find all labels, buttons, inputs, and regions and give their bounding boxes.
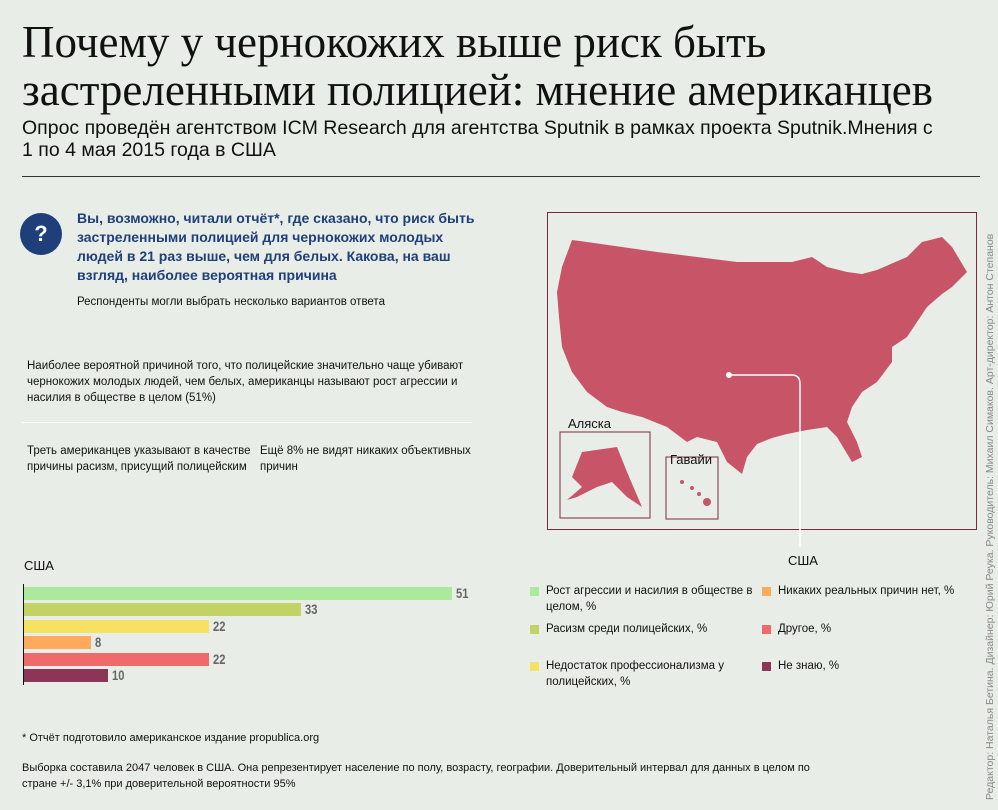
alaska-shape bbox=[567, 447, 642, 507]
legend-swatch bbox=[530, 662, 539, 671]
hawaii-inset bbox=[665, 456, 719, 520]
bar bbox=[24, 619, 209, 633]
legend-label: Другое, % bbox=[778, 623, 832, 635]
question-note: Респонденты могли выбрать несколько вари… bbox=[77, 296, 385, 308]
legend-swatch bbox=[762, 662, 771, 671]
bar-value-label: 51 bbox=[456, 585, 469, 601]
question-icon: ? bbox=[20, 213, 62, 255]
map-frame bbox=[547, 212, 977, 530]
bar bbox=[24, 587, 452, 600]
hawaii-shape bbox=[680, 480, 711, 506]
legend-label: Никаких реальных причин нет, % bbox=[778, 585, 955, 597]
finding-main: Наиболее вероятной причиной того, что по… bbox=[27, 360, 464, 404]
credits: Редактор: Наталья Бетина. Дизайнер: Юрий… bbox=[984, 233, 996, 800]
bar-value-label: 22 bbox=[212, 650, 226, 667]
legend-swatch bbox=[530, 587, 539, 596]
divider bbox=[22, 422, 472, 423]
finding-right: Ещё 8% не видят никаких объективных прич… bbox=[260, 445, 471, 473]
legend-swatch bbox=[762, 587, 771, 596]
footnote: * Отчёт подготовило американское издание… bbox=[22, 732, 320, 744]
bar-value-label: 10 bbox=[111, 667, 125, 683]
usa-map bbox=[557, 237, 967, 547]
bar-value-label: 33 bbox=[304, 601, 318, 618]
alaska-inset bbox=[559, 431, 651, 519]
usa-label: США bbox=[788, 553, 818, 568]
subtitle: Опрос проведён агентством ICM Research д… bbox=[22, 117, 933, 161]
alaska-label: Аляска bbox=[568, 416, 611, 431]
bar bbox=[24, 636, 92, 650]
bar bbox=[24, 669, 108, 682]
legend-label: Недостаток профессионализма у полицейски… bbox=[546, 660, 724, 688]
chart-axis bbox=[23, 584, 24, 685]
bar bbox=[24, 603, 301, 617]
legend-swatch bbox=[762, 625, 771, 634]
survey-question: Вы, возможно, читали отчёт*, где сказано… bbox=[77, 210, 475, 283]
page-title: Почему у чернокожих выше риск быть застр… bbox=[22, 17, 934, 115]
legend-label: Расизм среди полицейских, % bbox=[546, 623, 708, 635]
legend-label: Не знаю, % bbox=[778, 660, 840, 672]
legend-label: Рост агрессии и насилия в обществе в цел… bbox=[546, 585, 753, 613]
contiguous-usa-shape bbox=[557, 237, 967, 474]
finding-left: Треть американцев указывают в качестве п… bbox=[27, 445, 251, 473]
bar bbox=[24, 652, 209, 666]
chart-title: США bbox=[24, 558, 54, 573]
methodology: Выборка составила 2047 человек в США. Он… bbox=[22, 762, 810, 790]
callout-dot bbox=[726, 372, 732, 378]
divider bbox=[22, 176, 980, 177]
hawaii-label: Гавайи bbox=[670, 452, 713, 467]
bar-value-label: 22 bbox=[212, 617, 226, 634]
bar-value-label: 8 bbox=[95, 634, 102, 651]
callout-line bbox=[729, 374, 801, 547]
legend-swatch bbox=[530, 625, 539, 634]
